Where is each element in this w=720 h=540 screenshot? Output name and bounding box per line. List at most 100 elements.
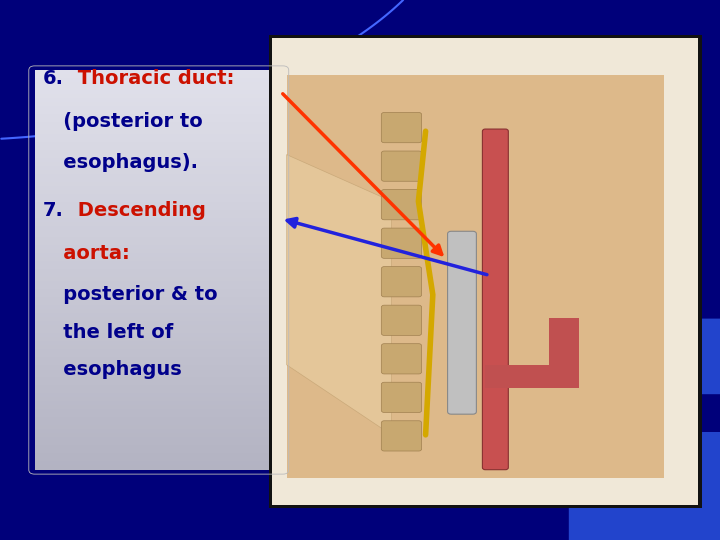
Bar <box>35 433 283 438</box>
FancyBboxPatch shape <box>382 151 422 181</box>
Bar <box>269 35 702 508</box>
Bar <box>35 397 283 402</box>
Bar <box>35 113 283 118</box>
Bar <box>35 369 283 374</box>
Bar <box>35 333 283 338</box>
Bar <box>35 421 283 426</box>
Bar <box>35 102 283 106</box>
Bar <box>35 273 283 278</box>
Bar <box>35 401 283 406</box>
Bar <box>35 106 283 110</box>
Polygon shape <box>287 154 392 435</box>
Bar <box>35 457 283 462</box>
Bar <box>35 158 283 162</box>
Bar <box>35 441 283 446</box>
Bar <box>35 341 283 346</box>
Text: esophagus: esophagus <box>43 360 182 380</box>
Bar <box>35 190 283 194</box>
Bar <box>35 193 283 198</box>
Bar <box>35 186 283 190</box>
Text: esophagus).: esophagus). <box>43 152 198 172</box>
Text: 7.: 7. <box>43 201 64 220</box>
Bar <box>35 321 283 326</box>
Bar <box>35 461 283 466</box>
Bar <box>35 253 283 258</box>
Polygon shape <box>287 75 665 478</box>
Bar <box>35 206 283 210</box>
FancyBboxPatch shape <box>382 267 422 297</box>
Bar <box>35 226 283 230</box>
Bar <box>35 213 283 218</box>
Bar <box>35 373 283 378</box>
Text: posterior & to: posterior & to <box>43 285 218 304</box>
Bar <box>35 293 283 298</box>
Bar <box>35 278 283 282</box>
Text: aorta:: aorta: <box>43 244 130 264</box>
Bar <box>35 329 283 334</box>
Bar <box>35 153 283 158</box>
FancyBboxPatch shape <box>382 112 422 143</box>
FancyBboxPatch shape <box>382 228 422 258</box>
Bar <box>35 130 283 134</box>
Bar <box>35 218 283 222</box>
Bar <box>35 133 283 138</box>
Bar <box>35 353 283 358</box>
Bar <box>35 230 283 234</box>
Bar <box>35 73 283 78</box>
Bar <box>35 413 283 418</box>
Bar <box>35 465 283 470</box>
Bar <box>35 246 283 250</box>
Bar <box>35 173 283 178</box>
Bar <box>35 138 283 142</box>
Bar <box>35 286 283 290</box>
Bar <box>35 90 283 94</box>
Polygon shape <box>485 318 579 388</box>
Bar <box>35 309 283 314</box>
Bar <box>35 70 283 74</box>
Bar <box>35 406 283 410</box>
Bar <box>35 261 283 266</box>
Text: 6.: 6. <box>43 69 64 88</box>
Bar <box>35 346 283 350</box>
Bar <box>272 38 698 505</box>
Bar <box>35 98 283 102</box>
Bar <box>35 269 283 274</box>
Bar <box>35 381 283 386</box>
Bar <box>35 161 283 166</box>
Bar <box>35 210 283 214</box>
Bar <box>35 122 283 126</box>
Bar <box>35 429 283 434</box>
Text: Thoracic duct:: Thoracic duct: <box>71 69 234 88</box>
Bar <box>35 361 283 366</box>
FancyBboxPatch shape <box>680 319 720 394</box>
Bar <box>35 318 283 322</box>
Text: the left of: the left of <box>43 322 174 342</box>
Bar <box>35 301 283 306</box>
Bar <box>35 198 283 202</box>
Bar <box>35 389 283 394</box>
Bar <box>35 170 283 174</box>
Bar <box>35 233 283 238</box>
Bar <box>35 146 283 150</box>
Bar <box>35 181 283 186</box>
Bar <box>35 82 283 86</box>
FancyBboxPatch shape <box>382 382 422 413</box>
Bar <box>35 249 283 254</box>
Bar <box>35 357 283 362</box>
Bar <box>35 366 283 370</box>
Text: (posterior to: (posterior to <box>43 112 203 131</box>
Bar <box>35 377 283 382</box>
Bar <box>35 453 283 458</box>
Bar <box>35 349 283 354</box>
FancyBboxPatch shape <box>382 343 422 374</box>
Bar <box>35 166 283 170</box>
Bar <box>35 338 283 342</box>
Bar <box>35 118 283 122</box>
Bar <box>35 201 283 206</box>
Bar <box>35 110 283 114</box>
Bar <box>35 78 283 82</box>
FancyBboxPatch shape <box>382 421 422 451</box>
Bar <box>35 178 283 182</box>
FancyBboxPatch shape <box>382 305 422 335</box>
Bar <box>35 298 283 302</box>
